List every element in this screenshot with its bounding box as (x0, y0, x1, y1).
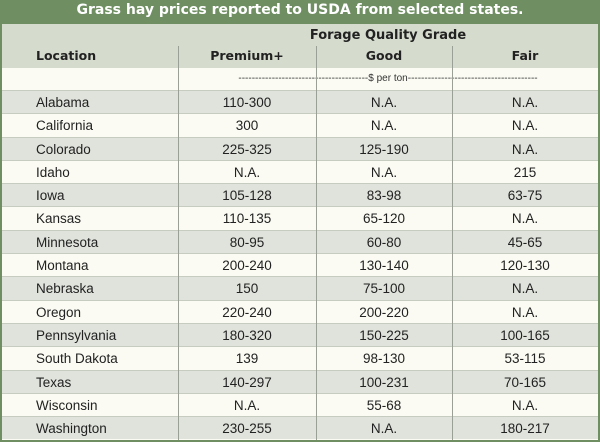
table-row: California 300 N.A. N.A. (2, 113, 598, 136)
price-cell: 200-240 (222, 258, 272, 274)
column-header: Fair (511, 48, 539, 63)
table-row: Texas 140-297 100-231 70-165 (2, 369, 598, 393)
price-cell: 150-225 (359, 327, 409, 343)
price-cell: N.A. (233, 397, 261, 413)
price-cell: N.A. (511, 211, 539, 227)
price-cell: N.A. (511, 141, 539, 157)
price-cell: 230-255 (222, 421, 272, 437)
price-cell: 140-297 (222, 374, 272, 390)
price-cell: 83-98 (366, 188, 402, 204)
location-cell: Iowa (36, 188, 65, 204)
table-row: Alabama 110-300 N.A. N.A. (2, 90, 598, 114)
location-cell: California (36, 118, 94, 134)
column-header: Good (365, 48, 403, 63)
price-cell: 120-130 (500, 258, 550, 274)
price-cell: 215 (513, 164, 537, 180)
column-divider (316, 46, 317, 440)
column-divider (178, 46, 179, 440)
table-row: Idaho N.A. N.A. 215 (2, 159, 598, 183)
location-cell: Wisconsin (36, 397, 98, 413)
price-cell: 45-65 (507, 234, 543, 250)
price-cell: 130-140 (359, 258, 409, 274)
table-body: Alabama 110-300 N.A. N.A. California 300 N.A. N… (2, 90, 598, 440)
location-cell: Alabama (36, 95, 90, 110)
table-row: Pennsylvania 180-320 150-225 100-165 (2, 322, 598, 347)
location-cell: Montana (36, 258, 89, 274)
location-cell: Nebraska (36, 281, 94, 297)
location-cell: Idaho (36, 164, 70, 180)
price-cell: 100-231 (359, 374, 409, 390)
location-cell: Washington (36, 421, 107, 437)
column-group-title: Forage Quality Grade (309, 28, 467, 43)
price-cell: N.A. (511, 95, 539, 110)
price-cell: 105-128 (222, 188, 272, 204)
price-cell: 63-75 (507, 188, 543, 204)
column-header: Location (36, 48, 97, 63)
table-row: Nebraska 150 75-100 N.A. (2, 276, 598, 300)
price-cell: N.A. (511, 118, 539, 134)
price-cell: N.A. (370, 118, 398, 134)
price-cell: 180-217 (500, 421, 550, 437)
price-cell: N.A. (511, 281, 539, 297)
price-cell: N.A. (511, 304, 539, 320)
price-cell: 150 (235, 281, 259, 297)
location-cell: Colorado (36, 141, 91, 157)
price-cell: 60-80 (366, 234, 402, 250)
table-row: Washington 230-255 N.A. 180-217 (2, 416, 598, 440)
location-cell: South Dakota (36, 351, 118, 367)
price-cell: 110-300 (222, 95, 272, 110)
price-cell: 180-320 (222, 327, 272, 343)
table-row: Montana 200-240 130-140 120-130 (2, 253, 598, 276)
table-row: Colorado 225-325 125-190 N.A. (2, 136, 598, 160)
price-cell: N.A. (233, 164, 261, 180)
price-cell: 200-220 (359, 304, 409, 320)
location-cell: Oregon (36, 304, 82, 320)
location-cell: Kansas (36, 211, 82, 227)
location-cell: Minnesota (36, 234, 99, 250)
price-cell: 110-135 (222, 211, 272, 227)
location-cell: Texas (36, 374, 72, 390)
table-title: Grass hay prices reported to USDA from s… (2, 2, 598, 24)
price-cell: 225-325 (222, 141, 272, 157)
table-row: Minnesota 80-95 60-80 45-65 (2, 229, 598, 254)
table-row: Iowa 105-128 83-98 63-75 (2, 183, 598, 207)
price-cell: 300 (235, 118, 259, 134)
units-label: ---------------------------------------$… (238, 73, 538, 84)
price-cell: 125-190 (359, 141, 409, 157)
price-cell: 100-165 (500, 327, 550, 343)
price-cell: 70-165 (503, 374, 547, 390)
price-cell: 80-95 (229, 234, 265, 250)
units-row: ---------------------------------------$… (2, 68, 598, 90)
price-cell: 220-240 (222, 304, 272, 320)
price-cell: N.A. (511, 397, 539, 413)
price-cell: 75-100 (362, 281, 406, 297)
price-cell: 139 (235, 351, 259, 367)
price-cell: 65-120 (362, 211, 406, 227)
price-cell: N.A. (370, 164, 398, 180)
price-cell: 98-130 (362, 351, 406, 367)
location-cell: Pennsylvania (36, 327, 117, 343)
table-row: Kansas 110-135 65-120 N.A. (2, 206, 598, 229)
price-cell: 53-115 (504, 351, 546, 367)
table-header: Forage Quality Grade Location Premium+ Goo… (2, 24, 598, 68)
column-header: Premium+ (210, 48, 284, 63)
price-cell: 55-68 (366, 397, 402, 413)
column-divider (452, 46, 453, 440)
table-row: Oregon 220-240 200-220 N.A. (2, 299, 598, 323)
table-row: Wisconsin N.A. 55-68 N.A. (2, 392, 598, 416)
price-cell: N.A. (370, 95, 398, 110)
table-row: South Dakota 139 98-130 53-115 (2, 346, 598, 369)
price-cell: N.A. (370, 421, 398, 437)
